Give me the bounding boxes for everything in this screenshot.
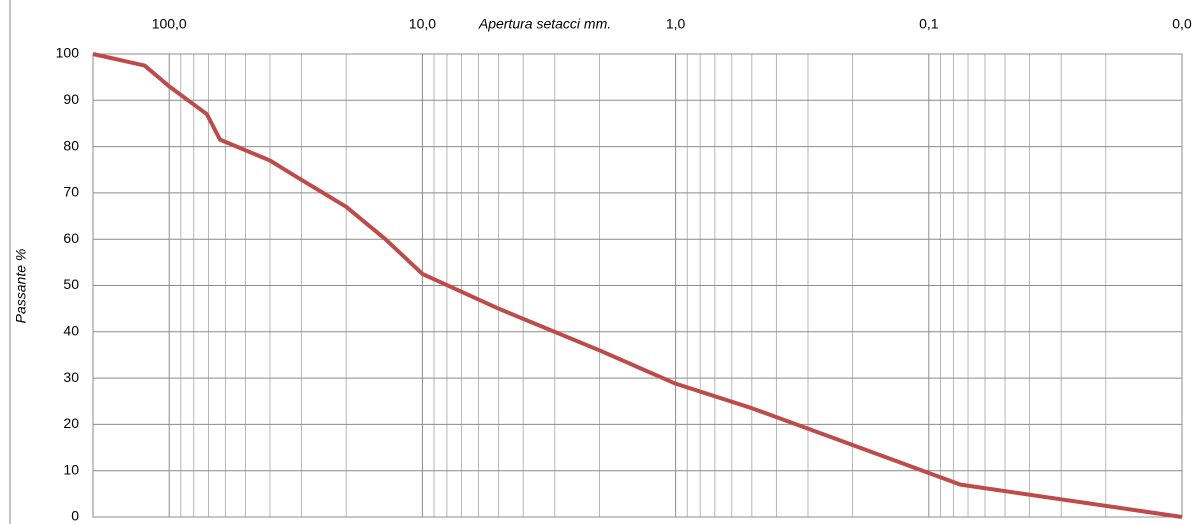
- x-axis-title: Apertura setacci mm.: [478, 16, 611, 32]
- y-tick-label: 20: [63, 415, 79, 431]
- plot-border: [92, 53, 1183, 518]
- x-tick-label: 10,0: [409, 16, 436, 32]
- x-tick-label: 100,0: [152, 16, 187, 32]
- y-tick-label: 40: [63, 323, 79, 339]
- x-tick-label: 0,0: [1172, 16, 1192, 32]
- x-tick-label: 1,0: [666, 16, 686, 32]
- y-tick-label: 100: [56, 45, 80, 61]
- y-tick-label: 30: [63, 369, 79, 385]
- y-tick-label: 0: [71, 508, 79, 524]
- data-line: [92, 52, 1183, 519]
- y-tick-label: 90: [63, 91, 79, 107]
- x-tick-label: 0,1: [919, 16, 939, 32]
- y-tick-label: 10: [63, 461, 79, 477]
- y-tick-label: 50: [63, 276, 79, 292]
- y-tick-label: 70: [63, 184, 79, 200]
- y-axis-title: Passante %: [13, 249, 29, 324]
- y-tick-label: 80: [63, 137, 79, 153]
- y-tick-label: 60: [63, 230, 79, 246]
